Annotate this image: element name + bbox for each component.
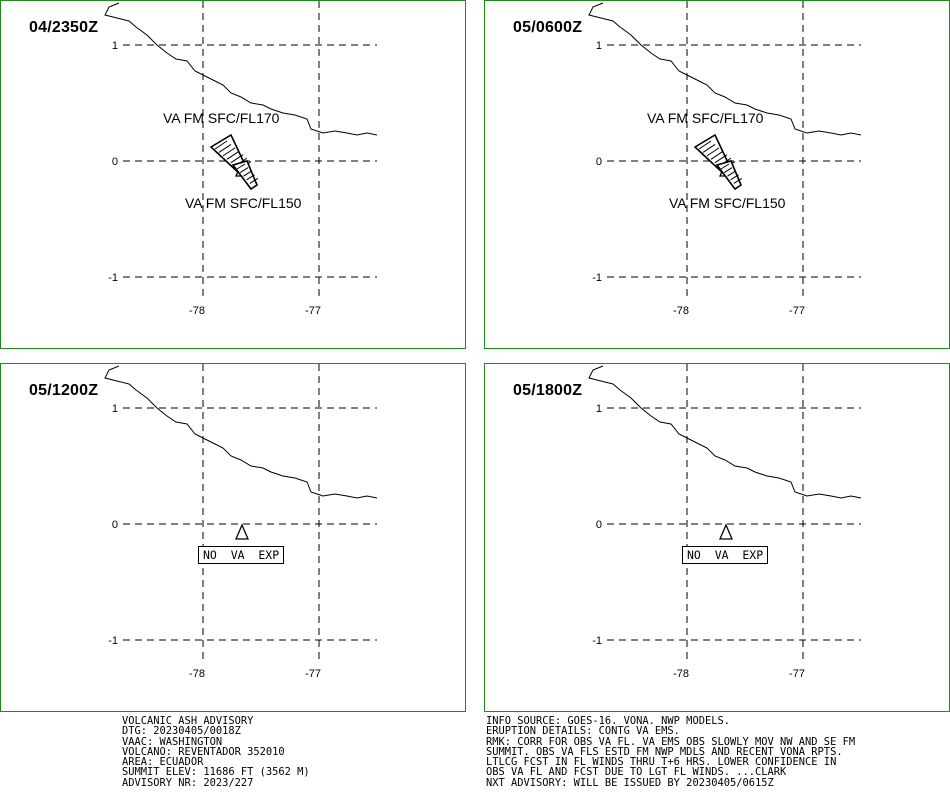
advisory-line: RMK: CORR FOR OBS VA FL. VA EMS OBS SLOW… <box>486 735 856 748</box>
lon-tick-label: -77 <box>789 668 805 680</box>
forecast-panel-t6: 1 0 -1 -78 -77 VA FM SFC/FL170 VA FM SFC/FL150… <box>484 0 950 349</box>
ash-upper-label: VA FM SFC/FL170 <box>163 110 280 126</box>
advisory-line: DTG: 20230405/0018Z <box>122 725 241 738</box>
lon-tick-label: -78 <box>673 305 689 317</box>
advisory-line: VAAC: WASHINGTON <box>122 735 223 748</box>
lat-tick-label: -1 <box>592 635 602 647</box>
map-canvas: 1 0 -1 -78 -77 <box>485 364 949 711</box>
lat-lon-grid <box>123 1 377 301</box>
advisory-text-left: VOLCANIC ASH ADVISORY DTG: 20230405/0018Z… <box>122 716 310 788</box>
valid-time-label: 05/1200Z <box>29 382 99 399</box>
advisory-line: INFO SOURCE: GOES-16. VONA. NWP MODELS. <box>486 715 730 727</box>
ash-upper-label: VA FM SFC/FL170 <box>647 110 764 126</box>
forecast-panel-t0: 1 0 -1 -78 -77 VA FM SFC/FL170 VA FM SFC/FL150… <box>0 0 466 349</box>
lat-lon-grid <box>607 364 861 664</box>
advisory-line: OBS VA FL AND FCST DUE TO LGT FL WINDS. … <box>486 766 787 779</box>
map-canvas: 1 0 -1 -78 -77 VA FM SFC/FL170 VA FM SFC/FL150 <box>485 1 949 348</box>
lat-tick-label: 1 <box>112 403 118 415</box>
lat-tick-label: 1 <box>596 40 602 52</box>
lon-tick-label: -78 <box>189 668 205 680</box>
lat-tick-label: 0 <box>596 156 602 168</box>
advisory-line: SUMMIT. OBS VA FLS ESTD FM NWP MDLS AND … <box>486 745 843 758</box>
map-canvas: 1 0 -1 -78 -77 VA FM SFC/FL170 VA FM SFC/FL150 <box>1 1 465 348</box>
lon-tick-label: -77 <box>789 305 805 317</box>
valid-time-label: 04/2350Z <box>29 19 99 36</box>
coastline <box>104 365 378 499</box>
lat-tick-label: -1 <box>592 272 602 284</box>
ash-lower-label: VA FM SFC/FL150 <box>669 195 786 211</box>
lat-tick-label: 0 <box>112 156 118 168</box>
lon-tick-label: -77 <box>305 305 321 317</box>
lat-lon-grid <box>123 364 377 664</box>
advisory-line: AREA: ECUADOR <box>122 756 204 769</box>
lon-tick-label: -77 <box>305 668 321 680</box>
lat-tick-label: -1 <box>108 635 118 647</box>
valid-time-label: 05/0600Z <box>513 19 583 36</box>
lat-tick-label: 0 <box>112 519 118 531</box>
lat-lon-grid <box>607 1 861 301</box>
advisory-line: VOLCANIC ASH ADVISORY <box>122 715 254 727</box>
advisory-text-right: INFO SOURCE: GOES-16. VONA. NWP MODELS. E… <box>486 716 855 788</box>
lat-tick-label: 0 <box>596 519 602 531</box>
ash-cloud-lower <box>715 160 743 191</box>
volcano-triangle-icon <box>719 523 733 540</box>
no-va-expected-box: NO VA EXP <box>198 546 285 564</box>
lon-tick-label: -78 <box>673 668 689 680</box>
lon-tick-label: -78 <box>189 305 205 317</box>
ash-lower-label: VA FM SFC/FL150 <box>185 195 302 211</box>
advisory-line: NXT ADVISORY: WILL BE ISSUED BY 20230405… <box>486 776 774 789</box>
advisory-line: ADVISORY NR: 2023/227 <box>122 776 254 789</box>
advisory-line: VOLCANO: REVENTADOR 352010 <box>122 745 285 758</box>
lat-tick-label: 1 <box>112 40 118 52</box>
no-va-expected-box: NO VA EXP <box>682 546 769 564</box>
ash-cloud-lower <box>231 160 259 191</box>
forecast-panel-t12: 1 0 -1 -78 -77 05/1200Z NO VA EXP <box>0 363 466 712</box>
coastline <box>104 2 378 136</box>
advisory-line: SUMMIT ELEV: 11686 FT (3562 M) <box>122 766 310 779</box>
lat-tick-label: 1 <box>596 403 602 415</box>
lat-tick-label: -1 <box>108 272 118 284</box>
map-canvas: 1 0 -1 -78 -77 <box>1 364 465 711</box>
coastline <box>588 365 862 499</box>
volcano-triangle-icon <box>235 523 249 540</box>
forecast-panel-t18: 1 0 -1 -78 -77 05/1800Z NO VA EXP <box>484 363 950 712</box>
advisory-line: ERUPTION DETAILS: CONTG VA EMS. <box>486 725 680 738</box>
valid-time-label: 05/1800Z <box>513 382 583 399</box>
advisory-line: LTLCG FCST IN FL WINDS THRU T+6 HRS. LOW… <box>486 756 837 769</box>
coastline <box>588 2 862 136</box>
